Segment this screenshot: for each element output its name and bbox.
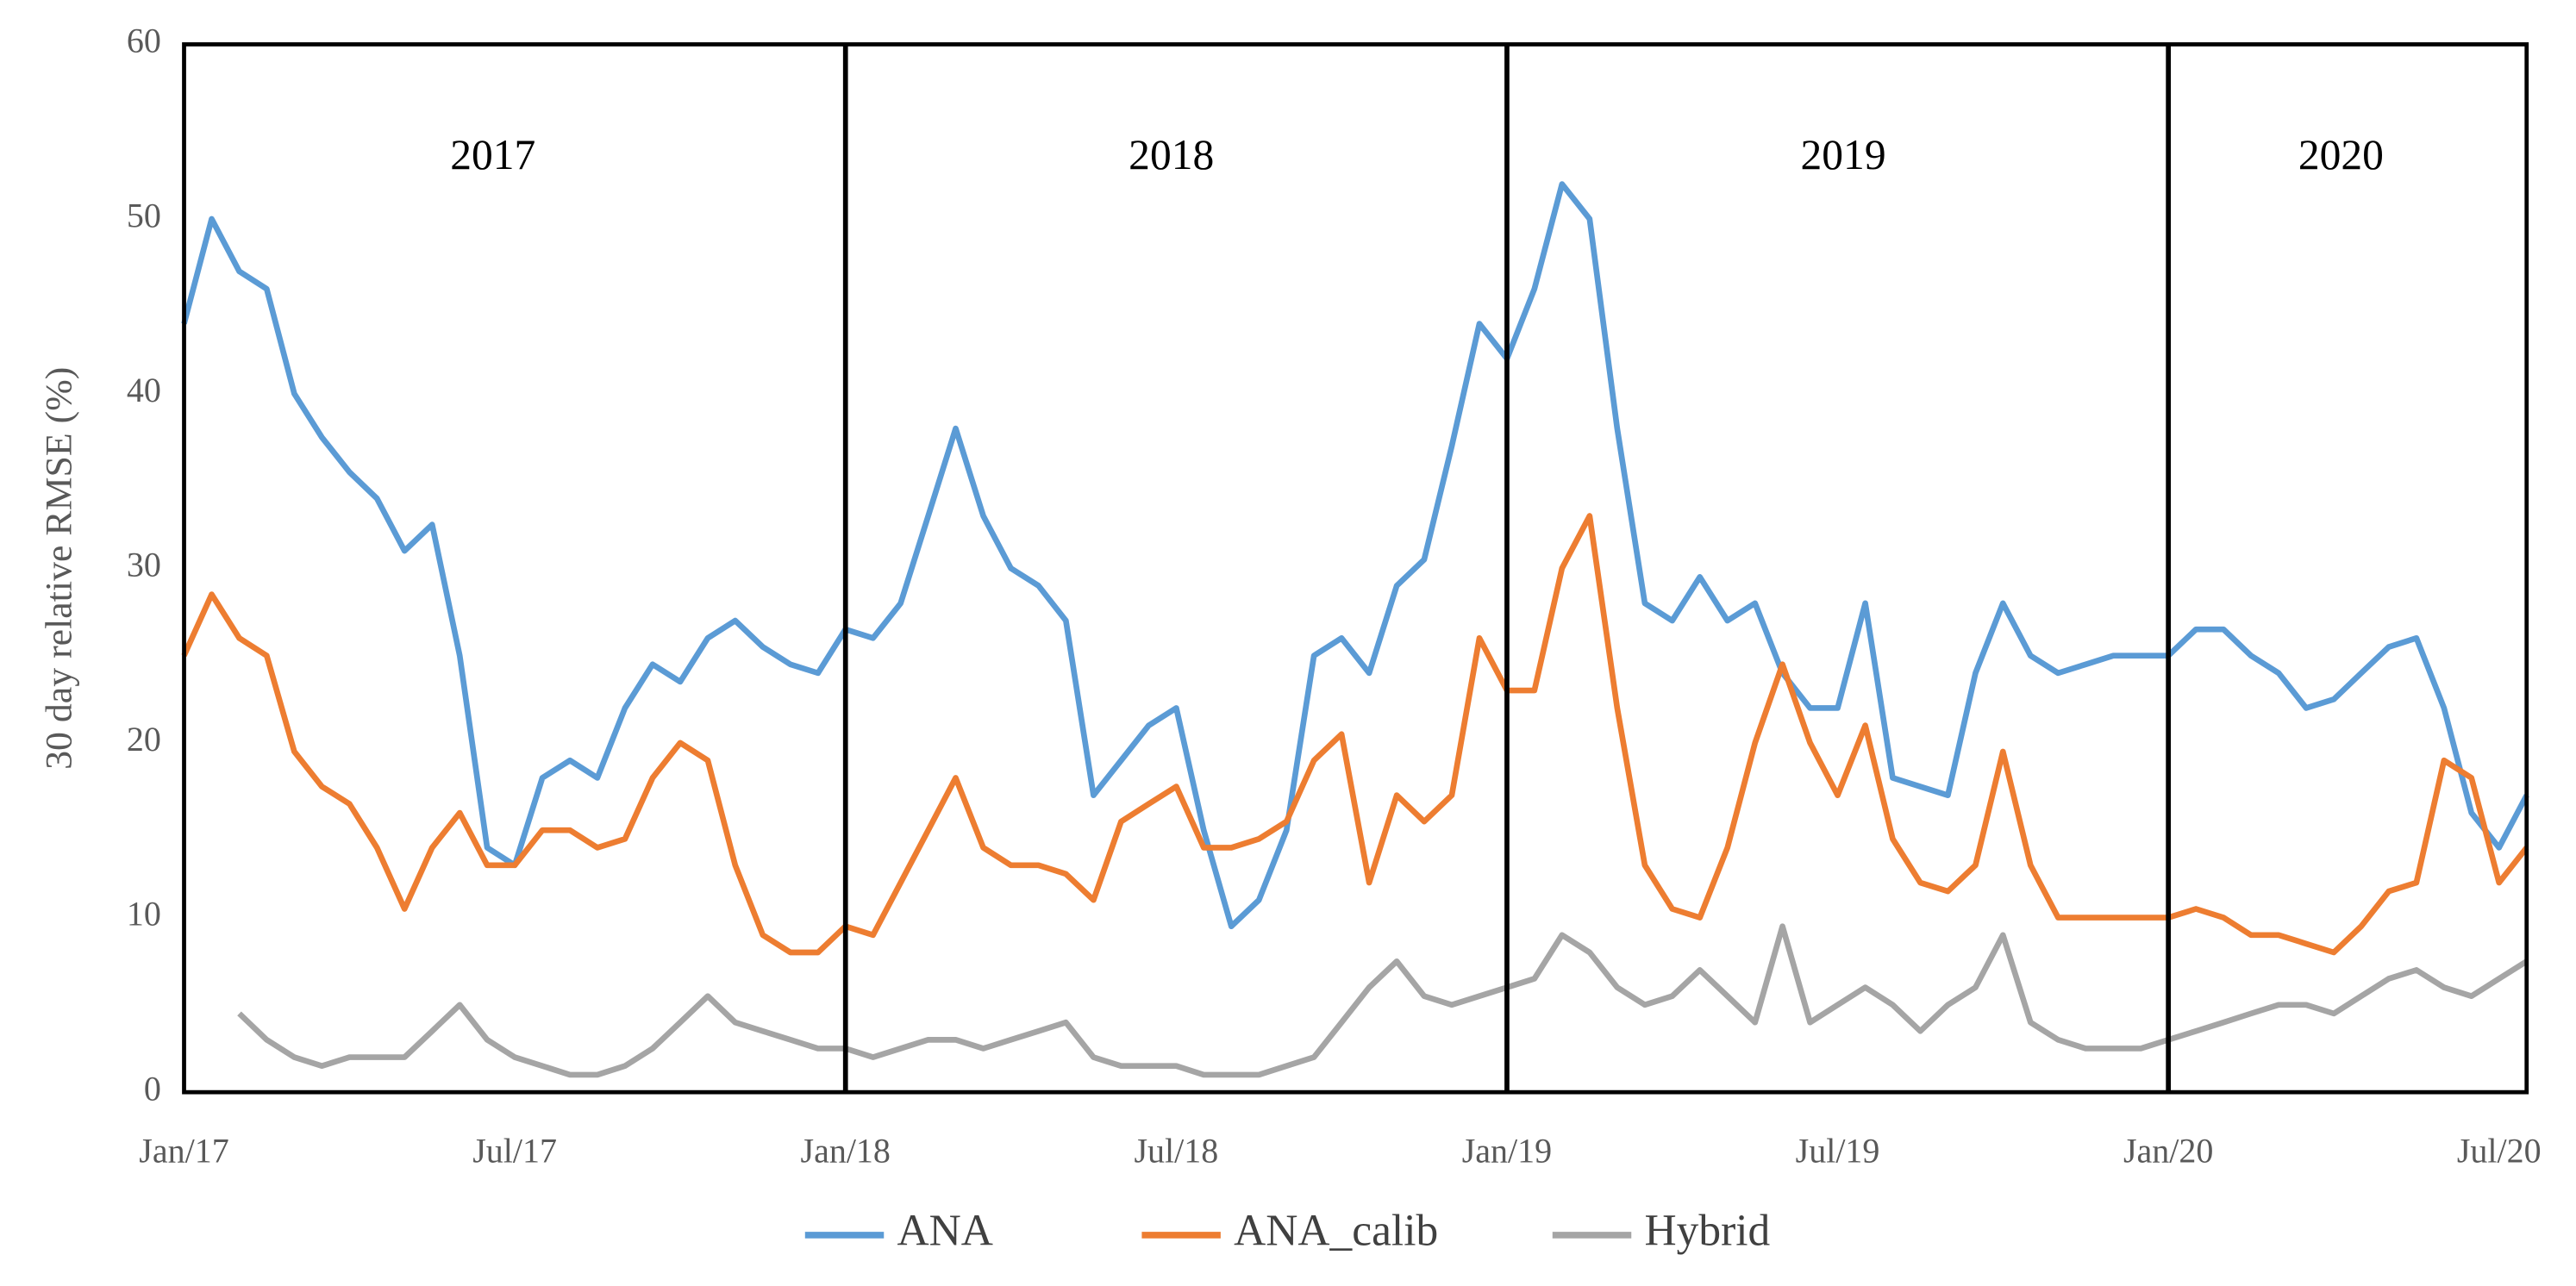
y-tick-label: 30 <box>127 545 161 584</box>
y-tick-label: 60 <box>127 22 161 60</box>
x-tick-label: Jan/18 <box>801 1132 891 1171</box>
year-label: 2018 <box>1129 131 1214 178</box>
x-tick-label: Jul/20 <box>2457 1132 2542 1171</box>
line-series <box>237 923 2529 1078</box>
year-label: 2019 <box>1801 131 1886 178</box>
x-tick-label: Jan/17 <box>139 1132 228 1171</box>
y-tick-label: 40 <box>127 371 161 409</box>
x-tick-label: Jul/17 <box>472 1132 557 1171</box>
x-tick-label: Jan/19 <box>1462 1132 1552 1171</box>
y-tick-label: 20 <box>127 720 161 758</box>
plot-frame <box>182 42 2529 1095</box>
legend-label: Hybrid <box>1644 1207 1770 1256</box>
line-series <box>181 513 2529 956</box>
y-tick-label: 0 <box>144 1069 161 1108</box>
x-tick-label: Jan/20 <box>2123 1132 2213 1171</box>
x-tick-label: Jul/18 <box>1134 1132 1218 1171</box>
legend-label: ANA_calib <box>1234 1207 1438 1256</box>
line-series <box>181 181 2529 930</box>
y-tick-label: 10 <box>127 895 161 933</box>
year-label: 2020 <box>2298 131 2384 178</box>
x-tick-label: Jul/19 <box>1796 1132 1880 1171</box>
legend-label: ANA <box>897 1207 992 1256</box>
y-axis-label: 30 day relative RMSE (%) <box>39 367 80 770</box>
year-label: 2017 <box>450 131 535 178</box>
y-tick-label: 50 <box>127 196 161 234</box>
